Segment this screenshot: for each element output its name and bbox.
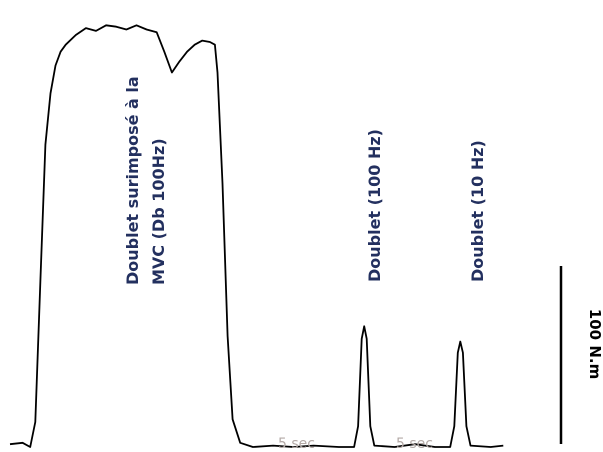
scale-bar-label: 100 N.m <box>586 309 603 379</box>
time-label-2: 5 sec <box>396 436 433 452</box>
annotation-doublet-10hz: Doublet (10 Hz) <box>468 140 487 282</box>
annotation-mvc-line-1: Doublet surimposé à la <box>123 76 142 285</box>
torque-trace <box>9 24 504 448</box>
annotation-mvc-doublet: Doublet surimposé à la MVC (Db 100Hz) <box>123 76 168 285</box>
time-label-1: 5 sec <box>278 436 315 452</box>
annotation-mvc-line-2: MVC (Db 100Hz) <box>149 138 168 285</box>
annotation-doublet-100hz: Doublet (100 Hz) <box>365 129 384 282</box>
